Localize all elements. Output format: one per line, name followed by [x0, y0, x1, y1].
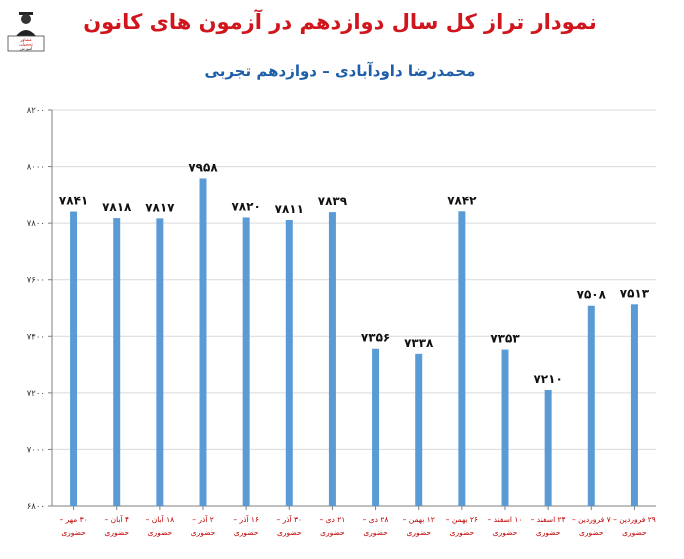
bar	[372, 348, 380, 506]
y-tick-label: ۷۶۰۰	[27, 276, 45, 286]
data-label: ۷۸۱۱	[275, 202, 304, 216]
y-tick-label: ۸۲۰۰	[27, 106, 45, 116]
y-tick-label: ۸۰۰۰	[27, 163, 45, 173]
x-tick-label: ۳۰ مهر –	[59, 515, 87, 524]
x-tick-label: حضوری	[406, 528, 431, 537]
x-tick-label: حضوری	[191, 528, 216, 537]
x-tick-label: حضوری	[234, 528, 259, 537]
x-tick-label: ۷ فروردین –	[572, 515, 611, 524]
x-tick-label: حضوری	[450, 528, 475, 537]
y-tick-label: ۷۸۰۰	[27, 219, 45, 229]
x-tick-label: حضوری	[104, 528, 129, 537]
bar	[415, 353, 423, 506]
bar	[587, 305, 595, 506]
data-label: ۷۸۳۹	[318, 194, 348, 208]
data-label: ۷۸۴۱	[59, 194, 88, 208]
x-tick-label: ۲۸ دی –	[363, 515, 389, 524]
chart-subtitle: محمدرضا داودآبادی – دوازدهم تجربی	[204, 62, 476, 80]
data-label: ۷۲۱۰	[533, 372, 562, 386]
kanoon-logo: مشاور تحصیلی آموزش	[6, 6, 46, 52]
x-tick-label: ۳۰ آذر –	[276, 514, 302, 524]
data-label: ۷۵۰۸	[577, 288, 607, 302]
grid-layer: ۶۸۰۰ ۷۰۰۰ ۷۲۰۰ ۷۴۰۰ ۷۶۰۰ ۷۸۰۰ ۸۰۰۰ ۸۲۰۰	[27, 106, 656, 512]
bar	[285, 220, 293, 506]
y-tick-label: ۶۸۰۰	[27, 502, 45, 512]
x-tick-label: ۱۶ آذر –	[233, 514, 259, 524]
x-tick-label: حضوری	[61, 528, 86, 537]
bar	[458, 211, 466, 506]
x-tick-label: ۲ آذر –	[192, 514, 214, 524]
x-tick-label: ۴ آبان –	[104, 514, 129, 524]
chart-title: نمودار تراز کل سال دوازدهم در آزمون های …	[83, 10, 597, 34]
data-label: ۷۹۵۸	[188, 160, 218, 174]
y-tick-label: ۷۲۰۰	[27, 389, 45, 399]
bar	[242, 217, 250, 506]
x-tick-label: ۱۸ آبان –	[146, 514, 175, 524]
x-tick-label: ۱۰ اسفند –	[488, 515, 523, 524]
data-label: ۷۸۱۷	[145, 200, 175, 214]
x-tick-label: حضوری	[277, 528, 302, 537]
bar	[70, 211, 78, 506]
x-tick-label: حضوری	[493, 528, 518, 537]
x-tick-label: حضوری	[148, 528, 173, 537]
x-tick-label: حضوری	[622, 528, 647, 537]
data-label: ۷۵۱۳	[620, 286, 650, 300]
bar	[544, 390, 552, 506]
bar	[328, 212, 336, 506]
x-tick-label: حضوری	[579, 528, 604, 537]
data-label: ۷۸۱۸	[102, 200, 132, 214]
data-label: ۷۳۵۳	[490, 332, 520, 346]
bar	[113, 218, 121, 506]
x-tick-label: حضوری	[363, 528, 388, 537]
x-tick-label: ۱۲ بهمن –	[403, 515, 435, 524]
bar-layer	[70, 178, 638, 507]
data-label: ۷۳۳۸	[404, 336, 434, 350]
x-tick-label: ۲۶ بهمن –	[446, 515, 478, 524]
label-layer: ۷۸۴۱ ۳۰ مهر – حضوری ۷۸۱۸ ۴ آبان – حضوری ۷۸۱۷ ۱۸…	[59, 160, 656, 537]
logo-line-2: تحصیلی	[19, 42, 33, 47]
x-tick-label: حضوری	[536, 528, 561, 537]
x-tick-label: ۲۱ دی –	[320, 515, 346, 524]
bar	[199, 178, 207, 507]
x-tick-label: حضوری	[320, 528, 345, 537]
data-label: ۷۸۲۰	[231, 199, 260, 213]
data-label: ۷۸۴۲	[447, 193, 477, 207]
x-tick-label: ۲۴ اسفند –	[531, 515, 566, 524]
data-label: ۷۳۵۶	[361, 331, 390, 345]
bar	[630, 304, 638, 506]
bar	[501, 349, 509, 506]
x-tick-label: ۲۹ فروردین –	[613, 515, 656, 524]
logo-line-3: آموزش	[20, 46, 34, 51]
y-tick-label: ۷۰۰۰	[27, 445, 45, 455]
y-tick-label: ۷۴۰۰	[27, 332, 45, 342]
logo-line-1: مشاور	[19, 37, 31, 42]
bar	[156, 218, 164, 506]
